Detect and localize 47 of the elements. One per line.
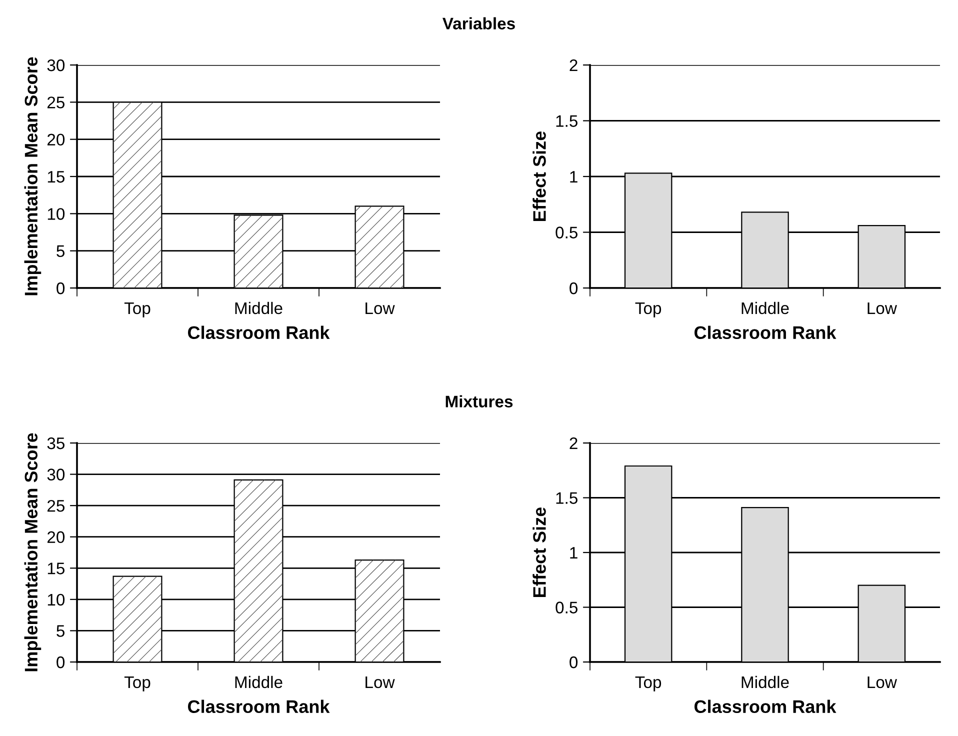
y-tick-label: 2 — [570, 437, 578, 450]
y-tick-label: 30 — [47, 59, 65, 72]
y-tick-label: 10 — [48, 594, 65, 606]
y-tick-label: 1.5 — [556, 115, 578, 127]
y-tick-label: 5 — [56, 625, 64, 637]
x-tick-label: Low — [868, 302, 897, 314]
x-axis-title: Classroom Rank — [694, 700, 836, 714]
x-tick-label: Top — [124, 676, 150, 692]
y-tick-label: 0.5 — [556, 602, 578, 614]
y-tick-label: 1 — [570, 171, 578, 183]
y-axis-title: Implementation Mean Score — [24, 433, 42, 672]
y-tick-label: 25 — [47, 500, 64, 512]
y-tick-label: 0 — [56, 282, 65, 294]
y-tick-label: 15 — [48, 562, 64, 574]
x-tick-label: Middle — [235, 676, 282, 688]
x-tick-label: Middle — [742, 676, 789, 688]
y-tick-label: 2 — [570, 59, 578, 72]
y-tick-label: 30 — [47, 468, 65, 480]
x-tick-label: Top — [635, 302, 662, 318]
y-tick-label: 35 — [47, 437, 64, 450]
y-tick-label: 25 — [47, 96, 64, 108]
y-tick-label: 10 — [48, 208, 65, 220]
x-axis-title: Classroom Rank — [188, 326, 330, 340]
x-tick-label: Low — [868, 676, 897, 688]
y-tick-label: 0 — [570, 282, 578, 294]
x-axis-title: Classroom Rank — [188, 700, 330, 714]
y-tick-label: 20 — [47, 134, 65, 146]
x-tick-label: Low — [366, 676, 395, 688]
y-tick-label: 0.5 — [556, 226, 578, 238]
y-tick-label: 5 — [56, 245, 64, 258]
y-tick-label: 0 — [570, 656, 578, 668]
text: Variables — [442, 17, 515, 30]
y-tick-label: 1.5 — [556, 492, 578, 504]
x-tick-label: Low — [366, 302, 395, 314]
text: Mixtures — [446, 395, 513, 408]
y-axis-title: Effect Size — [532, 507, 546, 597]
x-axis-title: Classroom Rank — [694, 326, 836, 340]
y-tick-label: 15 — [48, 171, 64, 183]
y-axis-title: Implementation Mean Score — [24, 57, 42, 296]
y-tick-label: 0 — [56, 656, 65, 668]
y-tick-label: 1 — [570, 547, 578, 559]
x-tick-label: Middle — [235, 302, 282, 314]
y-tick-label: 20 — [47, 531, 65, 544]
x-tick-label: Top — [124, 302, 150, 318]
x-tick-label: Middle — [742, 302, 789, 314]
y-axis-title: Effect Size — [532, 131, 546, 221]
x-tick-label: Top — [635, 676, 662, 692]
